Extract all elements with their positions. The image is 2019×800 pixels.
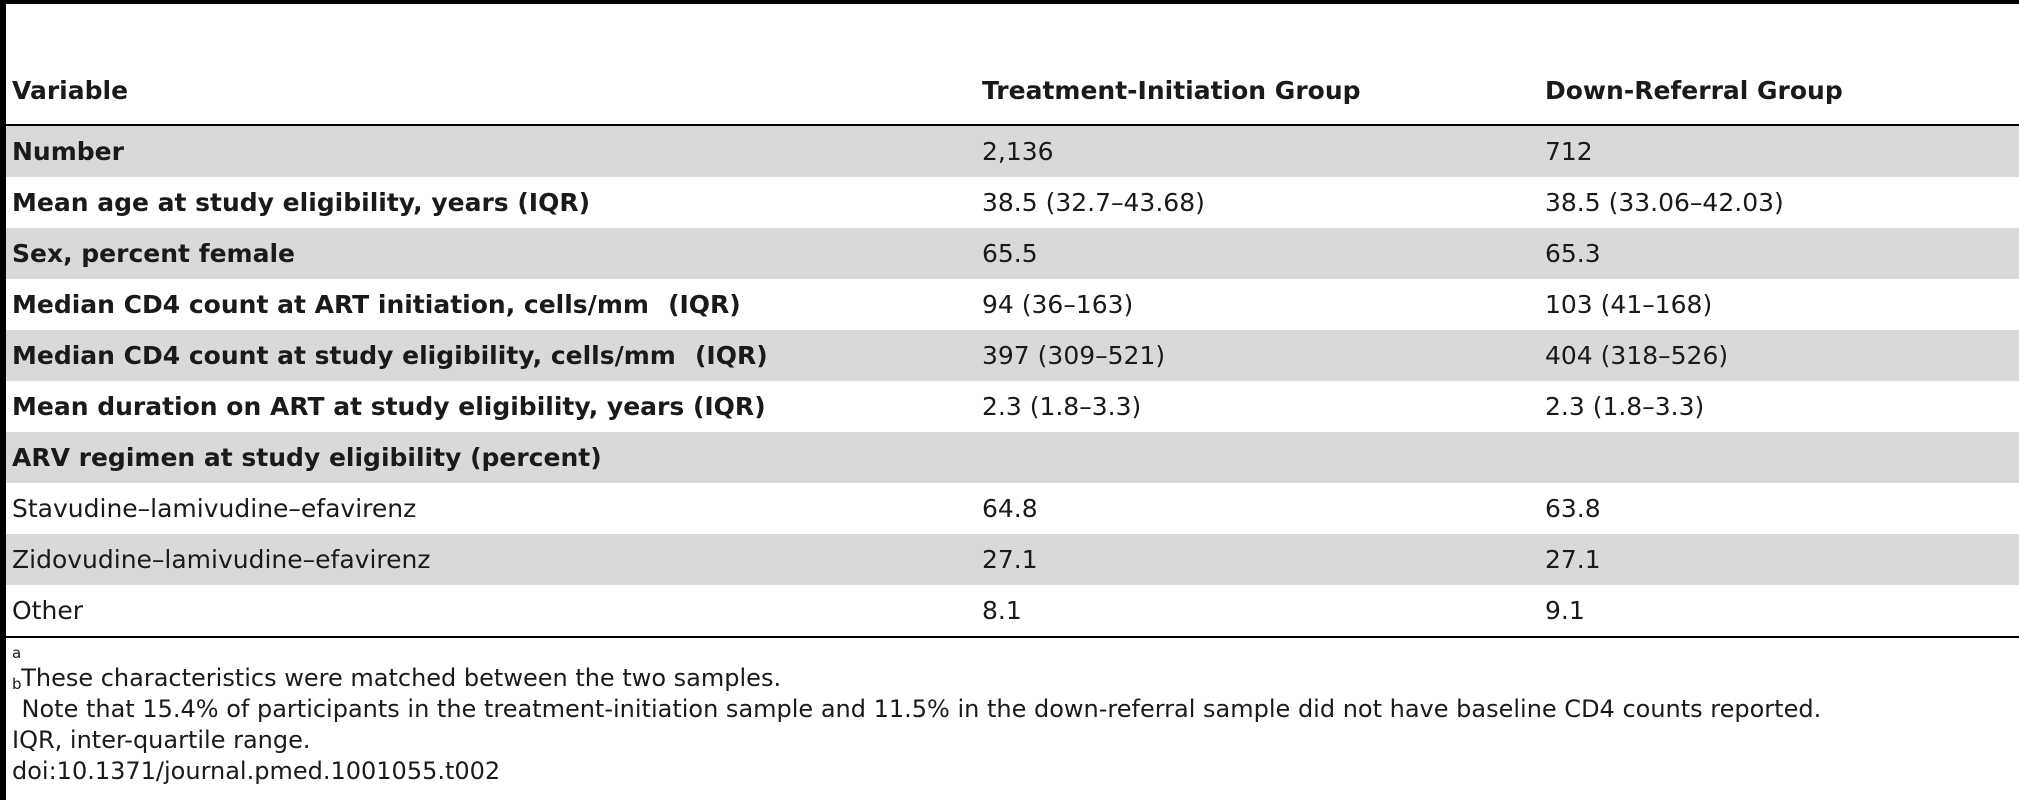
treatment-value: 27.1 — [976, 534, 1539, 585]
table-row: Number 2,136 712 — [6, 125, 2019, 177]
table-footnotes: aThese characteristics were matched betw… — [12, 644, 1822, 787]
downref-value: 65.3 — [1539, 228, 2019, 279]
downref-value: 38.5 (33.06–42.03) — [1545, 188, 1784, 217]
row-label: Mean duration on ART at study eligibilit… — [12, 392, 766, 421]
table-row: ARV regimen at study eligibility (percen… — [6, 432, 2019, 483]
treatment-value: 397 (309–521) — [976, 330, 1539, 381]
table-row: Other 8.1 9.1 — [6, 585, 2019, 638]
row-label: Mean age at study eligibility, years (IQ… — [12, 188, 591, 217]
table-header-row: Variable Treatment-Initiation Group Down… — [6, 65, 2019, 126]
downref-value — [1539, 432, 2019, 483]
doi-link[interactable]: doi:10.1371/journal.pmed.1001055.t002 — [12, 757, 501, 785]
table-row: Stavudine–lamivudine–efavirenz 64.8 63.8 — [6, 483, 2019, 534]
row-label: Median CD4 count at ART initiation, cell… — [12, 290, 741, 319]
treatment-value: 2.3 (1.8–3.3) — [982, 392, 1142, 421]
treatment-value: 65.5 — [976, 228, 1539, 279]
treatment-value: 8.1 — [976, 585, 1539, 638]
table-row: Median CD4 count at ART initiation, cell… — [6, 279, 2019, 330]
footnote-iqr: IQR, inter-quartile range. — [12, 726, 311, 754]
table-row: Mean age at study eligibility, years (IQ… — [6, 177, 2019, 228]
header-treatment-initiation: Treatment-Initiation Group — [976, 65, 1539, 126]
row-label: ARV regimen at study eligibility (percen… — [6, 432, 976, 483]
table-row: Mean duration on ART at study eligibilit… — [6, 381, 2019, 432]
treatment-value — [976, 432, 1539, 483]
footnote-b: bNote that 15.4% of participants in the … — [12, 675, 1822, 724]
downref-value: 63.8 — [1545, 494, 1601, 523]
treatment-value: 94 (36–163) — [982, 290, 1134, 319]
row-label: Zidovudine–lamivudine–efavirenz — [6, 534, 976, 585]
header-down-referral: Down-Referral Group — [1539, 65, 2019, 126]
downref-value: 27.1 — [1539, 534, 2019, 585]
header-variable: Variable — [6, 65, 976, 126]
table-row: Median CD4 count at study eligibility, c… — [6, 330, 2019, 381]
treatment-value: 64.8 — [982, 494, 1038, 523]
downref-value: 712 — [1539, 125, 2019, 177]
treatment-value: 2,136 — [976, 125, 1539, 177]
top-rule — [0, 0, 2019, 4]
characteristics-table: Variable Treatment-Initiation Group Down… — [6, 65, 2019, 638]
row-label: Median CD4 count at study eligibility, c… — [6, 330, 976, 381]
footnote-a: aThese characteristics were matched betw… — [12, 644, 782, 693]
downref-value: 404 (318–526) — [1539, 330, 2019, 381]
row-label: Number — [6, 125, 976, 177]
downref-value: 103 (41–168) — [1545, 290, 1713, 319]
row-label: Stavudine–lamivudine–efavirenz — [12, 494, 417, 523]
row-label: Sex, percent femalea — [6, 228, 976, 279]
table-row: Zidovudine–lamivudine–efavirenz 27.1 27.… — [6, 534, 2019, 585]
row-label: Other — [6, 585, 976, 638]
treatment-value: 38.5 (32.7–43.68) — [982, 188, 1205, 217]
downref-value: 9.1 — [1539, 585, 2019, 638]
table-row: Sex, percent femalea 65.5 65.3 — [6, 228, 2019, 279]
downref-value: 2.3 (1.8–3.3) — [1545, 392, 1705, 421]
